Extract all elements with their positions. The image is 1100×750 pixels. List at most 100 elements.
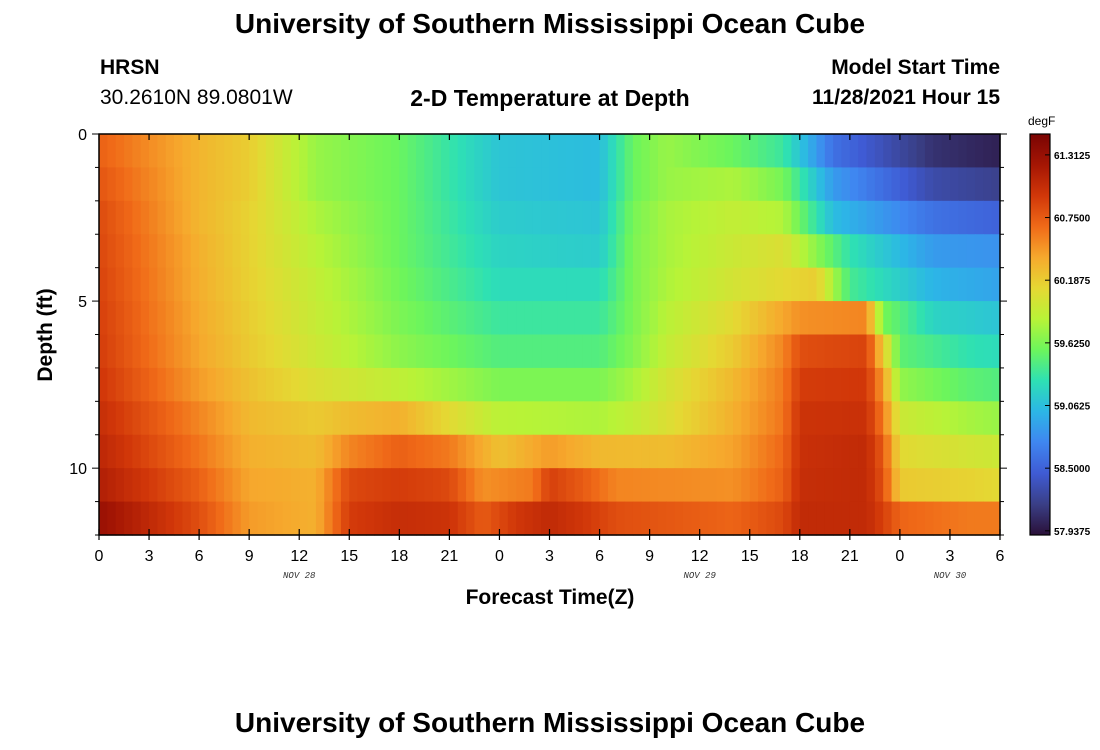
heatmap-cell: [616, 301, 626, 336]
heatmap-cell: [140, 167, 150, 202]
heatmap-cell: [624, 434, 634, 469]
heatmap-cell: [232, 234, 242, 269]
heatmap-cell: [599, 234, 609, 269]
heatmap-cell: [340, 367, 350, 402]
heatmap-cell: [332, 301, 342, 336]
heatmap-cell: [916, 334, 926, 369]
heatmap-cell: [332, 200, 342, 235]
heatmap-cell: [457, 267, 467, 302]
heatmap-cell: [708, 234, 717, 269]
heatmap-cell: [958, 267, 968, 302]
heatmap-cell: [883, 234, 893, 269]
heatmap-cell: [349, 434, 359, 469]
heatmap-cell: [374, 234, 384, 269]
heatmap-cell: [390, 401, 400, 436]
heatmap-cell: [733, 301, 742, 336]
heatmap-cell: [724, 501, 734, 536]
heatmap-cell: [774, 200, 784, 235]
heatmap-cell: [749, 468, 759, 503]
heatmap-cell: [632, 134, 642, 169]
heatmap-cell: [357, 501, 367, 536]
heatmap-cell: [315, 501, 325, 536]
heatmap-cell: [482, 200, 492, 235]
heatmap-cell: [315, 401, 325, 436]
heatmap-cell: [149, 267, 158, 302]
heatmap-cell: [582, 200, 592, 235]
heatmap-cell: [265, 301, 275, 336]
heatmap-cell: [657, 200, 667, 235]
heatmap-cell: [674, 200, 684, 235]
heatmap-cell: [491, 301, 501, 336]
heatmap-cell: [140, 468, 150, 503]
heatmap-cell: [507, 434, 517, 469]
heatmap-cell: [816, 134, 826, 169]
heatmap-cell: [591, 468, 601, 503]
heatmap-cell: [774, 401, 784, 436]
heatmap-cell: [332, 434, 342, 469]
heatmap-cell: [974, 167, 984, 202]
heatmap-cell: [499, 167, 509, 202]
heatmap-cell: [315, 468, 325, 503]
heatmap-cell: [290, 501, 300, 536]
heatmap-cell: [474, 501, 484, 536]
heatmap-cell: [833, 134, 843, 169]
heatmap-cell: [824, 334, 834, 369]
heatmap-cell: [908, 267, 918, 302]
heatmap-cell: [549, 468, 559, 503]
heatmap-cell: [240, 301, 250, 336]
heatmap-cell: [332, 234, 342, 269]
heatmap-cell: [115, 267, 125, 302]
heatmap-cell: [357, 434, 367, 469]
heatmap-cell: [424, 301, 434, 336]
heatmap-cell: [632, 167, 642, 202]
heatmap-cell: [307, 468, 317, 503]
heatmap-cell: [307, 134, 317, 169]
heatmap-cell: [966, 134, 976, 169]
heatmap-cell: [841, 167, 851, 202]
heatmap-cell: [357, 234, 367, 269]
heatmap-cell: [557, 501, 567, 536]
heatmap-cell: [232, 367, 242, 402]
heatmap-cell: [824, 401, 834, 436]
heatmap-cell: [649, 167, 659, 202]
heatmap-cell: [340, 401, 350, 436]
heatmap-cell: [374, 167, 384, 202]
heatmap-cell: [390, 167, 400, 202]
heatmap-cell: [524, 167, 534, 202]
y-tick-label: 10: [69, 461, 87, 478]
heatmap-cell: [157, 334, 167, 369]
heatmap-cell: [107, 134, 117, 169]
heatmap-cell: [649, 401, 659, 436]
heatmap-cell: [299, 334, 309, 369]
heatmap-cell: [666, 267, 676, 302]
heatmap-cell: [340, 167, 350, 202]
heatmap-cell: [182, 401, 192, 436]
heatmap-cell: [666, 334, 676, 369]
heatmap-cell: [607, 434, 617, 469]
heatmap-cell: [307, 501, 317, 536]
heatmap-cell: [265, 468, 275, 503]
heatmap-cell: [165, 334, 175, 369]
heatmap-cell: [974, 200, 984, 235]
heatmap-cell: [549, 267, 559, 302]
heatmap-cell: [307, 367, 317, 402]
heatmap-cell: [416, 367, 425, 402]
heatmap-cell: [858, 501, 868, 536]
heatmap-cell: [799, 200, 809, 235]
heatmap-cell: [733, 367, 742, 402]
heatmap-cell: [274, 301, 284, 336]
heatmap-cell: [916, 234, 926, 269]
heatmap-cell: [607, 301, 617, 336]
heatmap-cell: [916, 301, 926, 336]
heatmap-cell: [808, 167, 818, 202]
heatmap-cell: [390, 367, 400, 402]
heatmap-cell: [833, 267, 843, 302]
heatmap-cell: [699, 167, 709, 202]
heatmap-cell: [991, 367, 1001, 402]
heatmap-cell: [716, 468, 726, 503]
heatmap-cell: [616, 134, 626, 169]
heatmap-cell: [716, 367, 726, 402]
heatmap-cell: [182, 367, 192, 402]
heatmap-cell: [566, 200, 576, 235]
heatmap-cell: [232, 267, 242, 302]
